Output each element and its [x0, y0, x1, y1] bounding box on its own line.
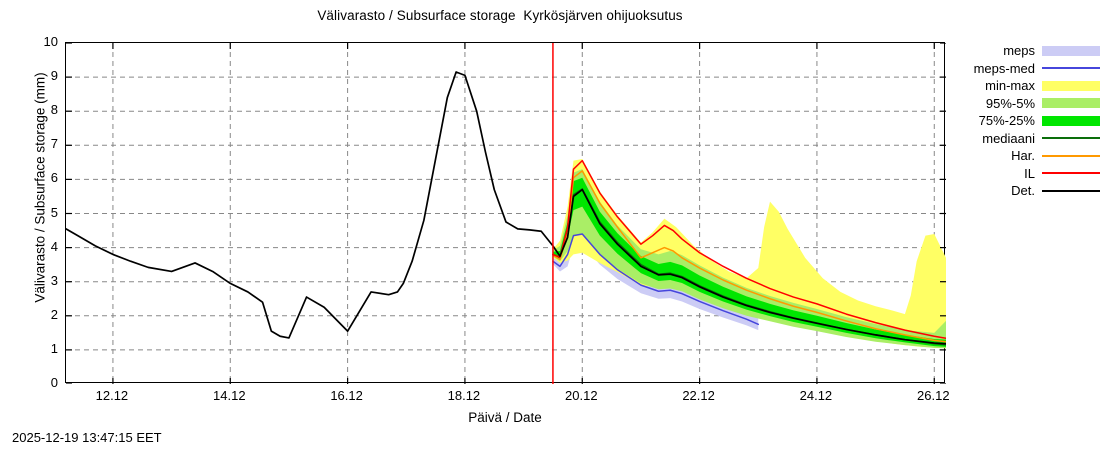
data-series	[66, 71, 946, 346]
x-tick-label: 26.12	[917, 388, 950, 403]
legend: meps meps-med min-max 95%-5% 75%-25% mediaani…	[958, 42, 1100, 222]
axis-tick-marks	[66, 43, 946, 384]
series-line-meps-med	[552, 233, 760, 326]
legend-label: 75%-25%	[978, 113, 1035, 129]
legend-swatch-fill	[1042, 189, 1100, 192]
legend-item-meps-med: meps-med	[958, 60, 1100, 78]
gridlines	[66, 43, 946, 384]
x-tick-label: 16.12	[330, 388, 363, 403]
legend-swatch-line	[1042, 150, 1100, 162]
y-tick-label: 3	[50, 272, 58, 288]
legend-swatch-band	[1042, 97, 1100, 109]
legend-label: IL	[1024, 165, 1035, 181]
legend-swatch-band	[1042, 45, 1100, 57]
plot-area	[65, 42, 946, 384]
legend-swatch-band	[1042, 115, 1100, 127]
legend-item-il: IL	[958, 165, 1100, 183]
legend-swatch-line	[1042, 62, 1100, 74]
legend-item-meps: meps	[958, 42, 1100, 60]
legend-swatch-fill	[1042, 115, 1100, 126]
legend-swatch-fill	[1042, 172, 1100, 175]
x-tick-label: 22.12	[682, 388, 715, 403]
legend-swatch-fill	[1042, 154, 1100, 157]
y-tick-label: 1	[50, 340, 58, 356]
legend-label: meps	[1003, 43, 1035, 59]
legend-label: Det.	[1011, 183, 1035, 199]
y-axis-tick-labels: 0 1 2 3 4 5 6 7 8 9 10	[0, 35, 58, 389]
legend-swatch-fill	[1042, 45, 1100, 56]
legend-label: Har.	[1011, 148, 1035, 164]
legend-item-har: Har.	[958, 147, 1100, 165]
band-min-max	[552, 158, 946, 349]
x-tick-label: 18.12	[447, 388, 481, 403]
x-axis-title: Päivä / Date	[468, 410, 542, 425]
series-line-il	[552, 159, 946, 340]
x-tick-label: 20.12	[565, 388, 598, 403]
legend-swatch-line	[1042, 132, 1100, 144]
legend-swatch-fill	[1042, 137, 1100, 140]
legend-swatch-line	[1042, 167, 1100, 179]
legend-label: mediaani	[982, 130, 1035, 146]
legend-item-mediaani: mediaani	[958, 130, 1100, 148]
legend-label: 95%-5%	[985, 95, 1035, 111]
x-tick-label: 24.12	[799, 388, 833, 403]
legend-label: min-max	[985, 78, 1035, 94]
y-tick-label: 9	[50, 68, 58, 84]
series-line-har	[552, 170, 946, 343]
legend-swatch-line	[1042, 185, 1100, 197]
legend-swatch-band	[1042, 80, 1100, 92]
legend-item-min-max: min-max	[958, 77, 1100, 95]
plot-canvas	[66, 43, 946, 384]
y-tick-label: 5	[50, 204, 58, 220]
y-tick-label: 7	[50, 136, 58, 152]
x-tick-label: 14.12	[213, 388, 246, 403]
page-title: Välivarasto / Subsurface storage Kyrkösj…	[317, 8, 683, 23]
legend-swatch-fill	[1042, 80, 1100, 91]
legend-swatch-fill	[1042, 67, 1100, 70]
legend-item-95%-5%: 95%-5%	[958, 95, 1100, 113]
band-75-25-	[552, 177, 946, 347]
timestamp-label: 2025-12-19 13:47:15 EET	[12, 430, 162, 445]
y-tick-label: 2	[50, 306, 58, 322]
legend-swatch-fill	[1042, 98, 1100, 109]
legend-label: meps-med	[973, 60, 1035, 76]
y-tick-label: 4	[50, 238, 58, 254]
series-line-det	[66, 71, 946, 345]
x-tick-label: 12.12	[95, 388, 129, 403]
legend-item-75%-25%: 75%-25%	[958, 112, 1100, 130]
y-tick-label: 6	[50, 170, 58, 186]
y-tick-label: 8	[50, 102, 58, 118]
x-axis-tick-labels: 12.12 14.12 16.12 18.12 20.12 22.12 24.12 26.12	[65, 388, 950, 408]
legend-item-det: Det.	[958, 182, 1100, 200]
y-tick-label: 10	[43, 34, 58, 49]
y-tick-label: 0	[50, 375, 58, 390]
